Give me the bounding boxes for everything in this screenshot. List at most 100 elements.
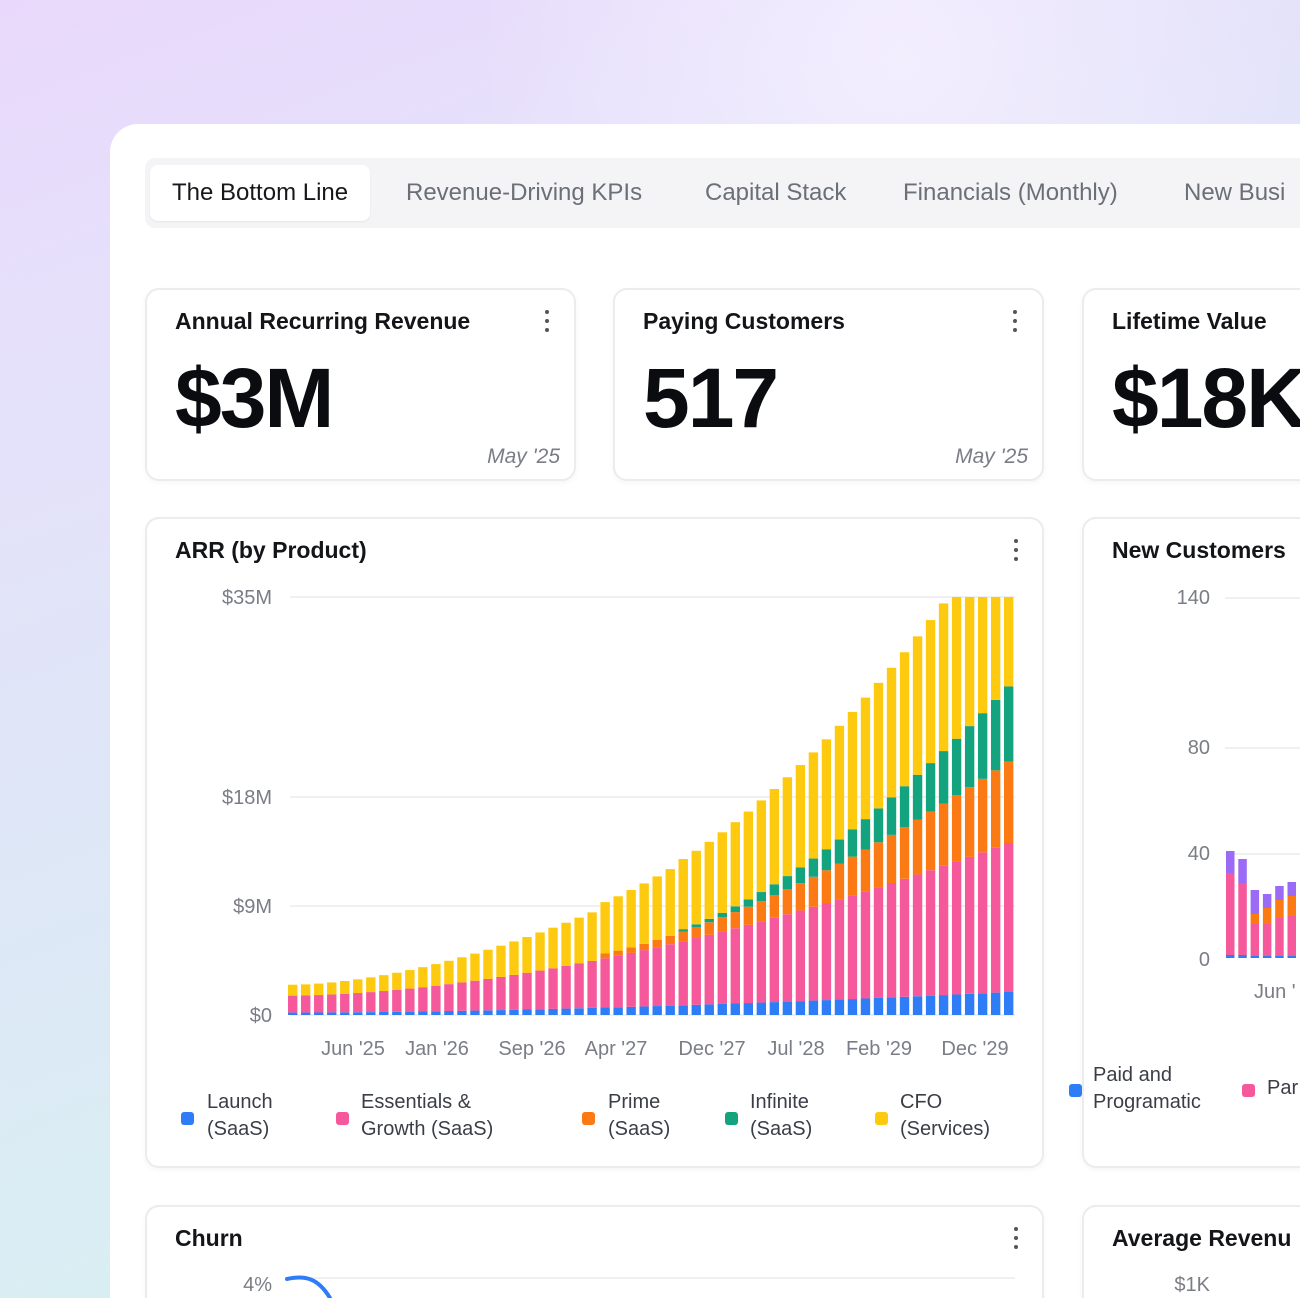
bar-segment[interactable]: [769, 917, 780, 1003]
bar-segment[interactable]: [743, 899, 754, 907]
bar-segment[interactable]: [1250, 914, 1260, 924]
bar-segment[interactable]: [704, 922, 714, 935]
bar-segment[interactable]: [756, 921, 767, 1003]
bar-segment[interactable]: [951, 994, 962, 1015]
bar-segment[interactable]: [808, 858, 819, 877]
legend-item-infinite[interactable]: Infinite (SaaS): [750, 1089, 812, 1143]
bar-segment[interactable]: [665, 869, 675, 936]
bar-segment[interactable]: [327, 994, 337, 1013]
bar-segment[interactable]: [730, 928, 740, 1004]
bar-segment[interactable]: [1275, 900, 1284, 918]
bar-segment[interactable]: [470, 953, 480, 981]
bar-segment[interactable]: [782, 876, 793, 890]
bar-segment[interactable]: [743, 811, 754, 900]
bar-segment[interactable]: [717, 1003, 727, 1015]
tab-the-bottom-line[interactable]: The Bottom Line: [150, 165, 371, 221]
bar-segment[interactable]: [639, 1006, 649, 1015]
more-options-icon[interactable]: [1013, 1227, 1019, 1251]
bar-segment[interactable]: [860, 819, 871, 850]
bar-segment[interactable]: [847, 856, 858, 896]
bar-segment[interactable]: [1226, 873, 1235, 955]
bar-segment[interactable]: [795, 765, 806, 868]
bar-segment[interactable]: [483, 1010, 493, 1015]
bar-segment[interactable]: [717, 912, 727, 918]
bar-segment[interactable]: [834, 839, 845, 864]
bar-segment[interactable]: [964, 856, 975, 994]
bar-segment[interactable]: [912, 819, 923, 875]
bar-segment[interactable]: [756, 892, 767, 902]
bar-segment[interactable]: [613, 896, 623, 951]
bar-segment[interactable]: [782, 889, 793, 915]
bar-segment[interactable]: [691, 850, 701, 925]
bar-segment[interactable]: [769, 789, 780, 885]
bar-segment[interactable]: [756, 901, 767, 922]
bar-segment[interactable]: [379, 991, 389, 1012]
bar-segment[interactable]: [613, 950, 623, 956]
bar-segment[interactable]: [938, 995, 949, 1015]
bar-segment[interactable]: [587, 912, 597, 961]
bar-segment[interactable]: [964, 787, 975, 857]
bar-segment[interactable]: [1250, 956, 1260, 958]
bar-segment[interactable]: [288, 995, 298, 1013]
bar-segment[interactable]: [717, 931, 727, 1004]
bar-segment[interactable]: [600, 953, 610, 959]
bar-segment[interactable]: [470, 1010, 480, 1015]
bar-segment[interactable]: [717, 917, 727, 932]
bar-segment[interactable]: [301, 984, 311, 996]
bar-segment[interactable]: [1250, 924, 1260, 956]
bar-segment[interactable]: [652, 939, 662, 948]
bar-segment[interactable]: [873, 887, 884, 998]
legend-item-prime[interactable]: Prime (SaaS): [608, 1089, 670, 1143]
bar-segment[interactable]: [535, 970, 545, 1010]
legend-item-essentials-growth[interactable]: Essentials & Growth (SaaS): [361, 1089, 493, 1143]
bar-segment[interactable]: [1238, 955, 1247, 958]
bar-segment[interactable]: [1004, 686, 1014, 762]
bar-segment[interactable]: [1287, 956, 1297, 958]
bar-segment[interactable]: [626, 947, 636, 953]
bar-segment[interactable]: [990, 699, 1001, 771]
bar-segment[interactable]: [951, 795, 962, 862]
bar-segment[interactable]: [483, 949, 493, 979]
bar-segment[interactable]: [1275, 886, 1284, 900]
bar-segment[interactable]: [730, 912, 740, 929]
legend-item-cfo-services[interactable]: CFO (Services): [900, 1089, 990, 1143]
bar-segment[interactable]: [704, 1004, 714, 1015]
bar-segment[interactable]: [626, 890, 636, 948]
bar-segment[interactable]: [873, 682, 884, 809]
bar-segment[interactable]: [548, 968, 558, 1009]
bar-segment[interactable]: [730, 906, 740, 913]
bar-segment[interactable]: [938, 603, 949, 752]
bar-segment[interactable]: [652, 947, 662, 1007]
bar-segment[interactable]: [847, 999, 858, 1015]
bar-segment[interactable]: [1262, 924, 1272, 956]
bar-segment[interactable]: [574, 963, 584, 1009]
bar-segment[interactable]: [951, 738, 962, 796]
bar-segment[interactable]: [808, 906, 819, 1001]
bar-segment[interactable]: [886, 797, 897, 835]
bar-segment[interactable]: [925, 620, 936, 764]
bar-segment[interactable]: [548, 927, 558, 969]
bar-segment[interactable]: [340, 1012, 350, 1015]
bar-segment[interactable]: [912, 996, 923, 1015]
bar-segment[interactable]: [730, 822, 740, 907]
more-options-icon[interactable]: [1013, 539, 1019, 563]
bar-segment[interactable]: [860, 697, 871, 820]
bar-segment[interactable]: [899, 996, 910, 1015]
bar-segment[interactable]: [964, 993, 975, 1015]
legend-item-par[interactable]: Par: [1267, 1075, 1300, 1102]
bar-segment[interactable]: [743, 1003, 754, 1015]
bar-segment[interactable]: [418, 967, 428, 988]
bar-segment[interactable]: [288, 1012, 298, 1015]
bar-segment[interactable]: [977, 852, 988, 994]
more-options-icon[interactable]: [544, 310, 550, 334]
bar-segment[interactable]: [1262, 894, 1272, 908]
bar-segment[interactable]: [1004, 761, 1014, 844]
bar-segment[interactable]: [938, 803, 949, 866]
bar-segment[interactable]: [678, 931, 688, 942]
bar-segment[interactable]: [1287, 882, 1297, 896]
bar-segment[interactable]: [639, 950, 649, 1007]
bar-segment[interactable]: [886, 834, 897, 883]
bar-segment[interactable]: [418, 1011, 428, 1015]
bar-segment[interactable]: [301, 1012, 311, 1015]
bar-segment[interactable]: [808, 1000, 819, 1015]
